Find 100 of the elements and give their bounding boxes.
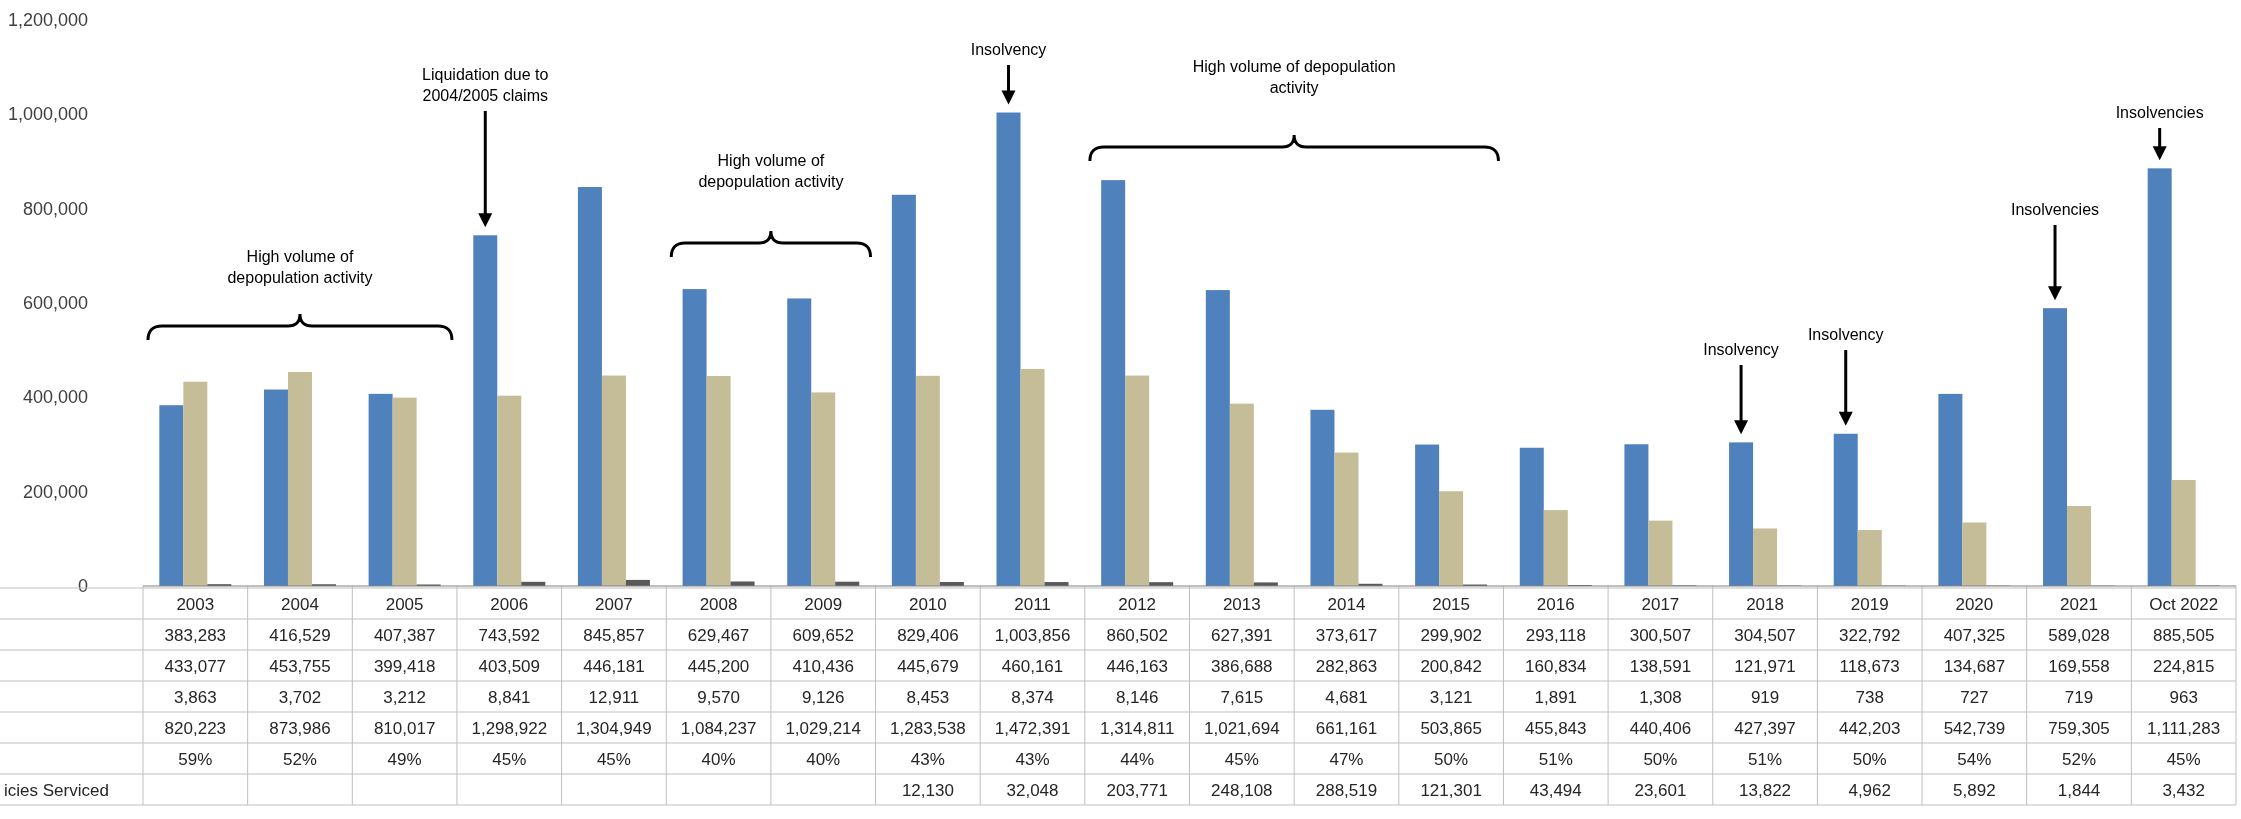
data-label: 3,702 [278, 687, 322, 707]
text: 40% [701, 749, 736, 769]
data-label: 386,688 [1211, 656, 1273, 676]
text: 288,519 [1315, 780, 1378, 800]
data-label: 169,558 [2048, 656, 2110, 676]
data-label: 4,681 [1325, 687, 1368, 707]
data-label: 9,570 [697, 687, 740, 707]
text: 1,304,949 [576, 718, 652, 738]
text: 759,305 [2048, 718, 2110, 738]
x-tick-label: 2010 [908, 594, 947, 614]
text: 542,739 [1943, 718, 2006, 738]
data-label: 134,687 [1943, 656, 2006, 676]
data-label: 121,971 [1734, 656, 1796, 676]
x-tick-label: 2004 [281, 594, 319, 614]
text: 1,283,538 [890, 718, 966, 738]
text: 43% [910, 749, 945, 769]
annotation: High volume of depopulation activity [1192, 58, 1396, 96]
text: 52% [2062, 749, 2097, 769]
data-label: 8,453 [906, 687, 950, 707]
text: 23,601 [1634, 780, 1687, 800]
text: 503,865 [1420, 718, 1482, 738]
data-label: 829,406 [897, 625, 959, 645]
text: 45% [2166, 749, 2201, 769]
annotation: High volume of depopulation activity [698, 152, 844, 190]
data-label: 299,902 [1420, 625, 1482, 645]
text: 50% [1852, 749, 1887, 769]
text: 51% [1748, 749, 1783, 769]
data-label: 445,679 [897, 656, 959, 676]
y-tick-label: 600,000 [22, 293, 88, 313]
text: 45% [492, 749, 527, 769]
text: 50% [1643, 749, 1678, 769]
x-tick-label: 2011 [1014, 594, 1051, 614]
data-label: 7,615 [1220, 687, 1264, 707]
text: 661,161 [1315, 718, 1378, 738]
data-label: 743,592 [478, 625, 540, 645]
text: 50% [1434, 749, 1469, 769]
text: 455,843 [1525, 718, 1587, 738]
x-tick-label: 2018 [1746, 594, 1784, 614]
text: 43,494 [1529, 780, 1582, 800]
annotation: High volume of depopulation activity [227, 248, 373, 286]
data-label: 963 [2169, 687, 2198, 707]
text: 40% [806, 749, 841, 769]
x-tick-label: 2021 [2060, 594, 2098, 614]
data-label: 118,673 [1839, 656, 1900, 676]
text: 3,432 [2162, 780, 2205, 800]
x-tick-label: 2006 [490, 594, 529, 614]
text: 248,108 [1211, 780, 1273, 800]
text: 440,406 [1629, 718, 1692, 738]
y-tick-label: 1,200,000 [7, 10, 88, 30]
text: 1,844 [2057, 780, 2101, 800]
x-tick-label: 2016 [1536, 594, 1575, 614]
text: 820,223 [164, 718, 227, 738]
data-label: 885,505 [2152, 625, 2215, 645]
data-label: 399,418 [373, 656, 436, 676]
text: 59% [178, 749, 213, 769]
text: 1,314,811 [1099, 718, 1175, 738]
data-label: 410,436 [792, 656, 854, 676]
x-tick-label: Oct 2022 [2149, 594, 2219, 614]
text: 442,203 [1839, 718, 1901, 738]
text: 44% [1120, 749, 1155, 769]
text: 5,892 [1953, 780, 1996, 800]
text: 47% [1329, 749, 1364, 769]
data-label: 1,003,856 [994, 625, 1071, 645]
text: 1,472,391 [994, 718, 1071, 738]
data-label: 407,387 [373, 625, 436, 645]
data-label: 445,200 [687, 656, 750, 676]
data-label: 589,028 [2048, 625, 2110, 645]
text: 873,986 [269, 718, 331, 738]
text: icies Serviced [4, 780, 109, 800]
text: 52% [282, 749, 317, 769]
data-label: 383,283 [164, 625, 227, 645]
text: 1,111,283 [2147, 718, 2221, 738]
x-tick-label: 2017 [1641, 594, 1680, 614]
annotation: Liquidation due to 2004/2005 claims [422, 66, 549, 104]
x-tick-label: 2012 [1118, 594, 1157, 614]
data-label: 727 [1960, 687, 1989, 707]
text: 32,048 [1006, 780, 1059, 800]
data-label: 293,118 [1525, 625, 1586, 645]
text: 1,029,214 [785, 718, 862, 738]
x-tick-label: 2008 [699, 594, 738, 614]
data-label: 627,391 [1211, 625, 1273, 645]
data-label: 8,841 [488, 687, 531, 707]
x-tick-label: 2003 [176, 594, 215, 614]
annotation: Insolvencies [2115, 104, 2204, 121]
data-label: 160,834 [1525, 656, 1587, 676]
text: 43% [1015, 749, 1050, 769]
text: 1,298,922 [471, 718, 548, 738]
text: 45% [1224, 749, 1259, 769]
data-label: 919 [1750, 687, 1780, 707]
data-label: 416,529 [269, 625, 331, 645]
data-label: 460,161 [1001, 656, 1064, 676]
x-tick-label: 2005 [385, 594, 424, 614]
x-tick-label: 2013 [1222, 594, 1261, 614]
x-tick-label: 2009 [804, 594, 843, 614]
y-tick-label: 0 [77, 576, 88, 596]
text: 49% [387, 749, 422, 769]
data-label: 138,591 [1629, 656, 1692, 676]
data-label: 1,891 [1534, 687, 1578, 707]
annotation: Insolvencies [2011, 201, 2100, 218]
data-label: 3,863 [174, 687, 217, 707]
